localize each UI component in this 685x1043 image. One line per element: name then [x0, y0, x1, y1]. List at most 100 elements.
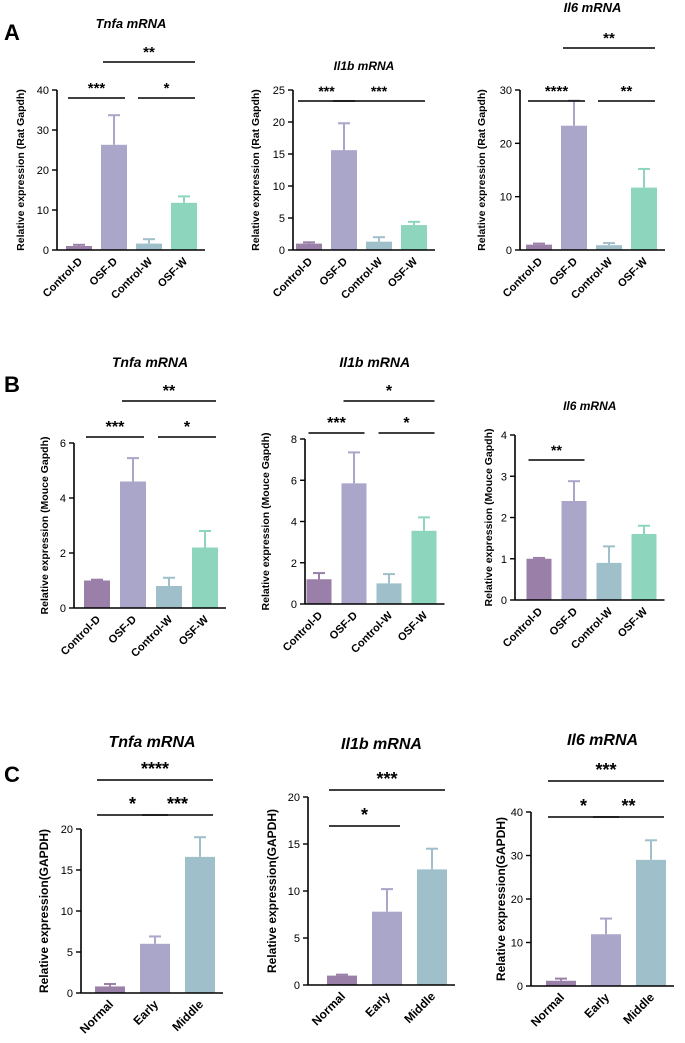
chart-5: Il1b mRNA Relative expression (Mouce Gapd… [260, 354, 445, 656]
y-tick-label: 30 [37, 125, 49, 137]
bar-2 [372, 911, 402, 985]
chart-title: Il1b mRNA [339, 354, 410, 370]
x-category-label: Normal [77, 997, 116, 1036]
bar-3 [156, 586, 182, 608]
bar-4 [631, 534, 657, 600]
chart-7: Tnfa mRNA Relative expression(GAPDH) 0 5 10 1… [37, 734, 223, 1036]
bar-2 [120, 481, 146, 608]
y-tick-label: 25 [273, 85, 285, 97]
bar-4 [171, 202, 197, 250]
y-tick-label: 2 [60, 548, 66, 560]
chart-title: Il6 mRNA [563, 399, 616, 413]
significance-label: *** [595, 760, 616, 780]
x-category-label: OSF-W [396, 609, 431, 644]
significance-label: *** [318, 83, 335, 99]
chart-title: Il6 mRNA [564, 0, 622, 15]
chart-title: Tnfa mRNA [108, 734, 195, 751]
bar-4 [411, 530, 437, 604]
y-tick-label: 4 [60, 493, 66, 505]
bar-4 [192, 547, 218, 608]
y-tick-label: 0 [43, 245, 49, 257]
x-category-label: OSF-D [87, 256, 120, 289]
significance-label: **** [545, 83, 569, 100]
significance-label: *** [371, 83, 388, 99]
x-category-label: OSF-D [547, 606, 580, 639]
x-category-label: OSF-D [547, 256, 580, 289]
y-tick-label: 6 [291, 475, 297, 487]
y-tick-label: 20 [273, 117, 285, 129]
bar-2 [140, 943, 170, 993]
y-axis-label: Relative expression(GAPDH) [37, 829, 51, 993]
y-tick-label: 0 [506, 245, 512, 257]
significance-label: * [184, 419, 191, 436]
y-tick-label: 1 [501, 554, 507, 566]
x-category-label: Normal [309, 989, 348, 1028]
bar-3 [636, 859, 666, 986]
chart-title: Il1b mRNA [341, 736, 422, 753]
y-axis-label: Relative expression (Rat Gapdh) [15, 89, 27, 251]
y-tick-label: 30 [500, 85, 512, 97]
x-category-label: Control-D [59, 614, 103, 658]
significance-label: * [403, 415, 410, 432]
bar-1 [526, 244, 552, 250]
y-axis-label: Relative expression (Rat Gapdh) [476, 89, 488, 251]
significance-label: ** [551, 442, 562, 458]
chart-3: Il6 mRNA Relative expression (Rat Gapdh) 0… [476, 0, 665, 302]
y-tick-label: 20 [288, 792, 300, 804]
y-tick-label: 5 [294, 933, 300, 945]
y-tick-label: 10 [500, 192, 512, 204]
x-category-label: Control-D [501, 256, 545, 300]
significance-label: ** [621, 83, 633, 100]
y-tick-label: 15 [61, 865, 73, 877]
bar-1 [526, 558, 552, 600]
significance-label: ** [163, 383, 176, 400]
y-tick-label: 30 [511, 851, 523, 863]
y-tick-label: 0 [501, 595, 507, 607]
y-axis-label: Relative expression(GAPDH) [494, 817, 508, 981]
y-tick-label: 5 [67, 947, 73, 959]
bar-2 [561, 501, 587, 600]
x-category-label: OSF-W [386, 255, 421, 290]
y-tick-label: 0 [67, 988, 73, 1000]
y-tick-label: 0 [279, 245, 285, 257]
x-category-label: Early [581, 990, 612, 1021]
x-category-label: Early [362, 989, 393, 1020]
y-tick-label: 3 [501, 471, 507, 483]
bar-3 [376, 583, 402, 604]
significance-label: *** [376, 769, 397, 789]
significance-label: ** [603, 30, 615, 47]
chart-title: Il1b mRNA [334, 59, 395, 73]
x-category-label: OSF-W [156, 255, 191, 290]
x-category-label: Control-D [501, 606, 545, 650]
bar-3 [596, 245, 622, 250]
chart-1: Tnfa mRNA Relative expression (Rat Gapdh)… [15, 16, 205, 302]
x-category-label: OSF-D [106, 614, 139, 647]
y-tick-label: 0 [60, 603, 66, 615]
y-tick-label: 10 [273, 181, 285, 193]
y-tick-label: 0 [294, 980, 300, 992]
y-tick-label: 10 [37, 205, 49, 217]
chart-2: Il1b mRNA Relative expression (Rat Gapdh)… [250, 59, 435, 302]
bar-3 [596, 562, 622, 600]
bar-2 [561, 125, 587, 250]
bar-3 [136, 243, 162, 250]
y-tick-label: 10 [61, 906, 73, 918]
x-category-label: OSF-W [177, 613, 212, 648]
significance-label: ** [621, 796, 635, 816]
y-axis-label: Relative expression (Mouce Gapdh) [39, 437, 51, 615]
y-tick-label: 0 [291, 599, 297, 611]
bar-2 [591, 934, 621, 986]
y-tick-label: 10 [511, 938, 523, 950]
y-axis-label: Relative expression (Mouce Gapdh) [260, 433, 272, 611]
significance-label: ** [143, 44, 155, 61]
x-category-label: OSF-D [317, 256, 350, 289]
bar-1 [66, 246, 92, 250]
x-category-label: OSF-D [327, 610, 360, 643]
significance-label: *** [88, 80, 106, 97]
y-tick-label: 2 [291, 558, 297, 570]
x-category-label: Control-D [281, 610, 325, 654]
x-category-label: Middle [401, 989, 438, 1026]
x-category-label: Early [130, 997, 161, 1028]
bar-3 [366, 241, 392, 250]
y-axis-label: Relative expression(GAPDH) [265, 809, 279, 973]
